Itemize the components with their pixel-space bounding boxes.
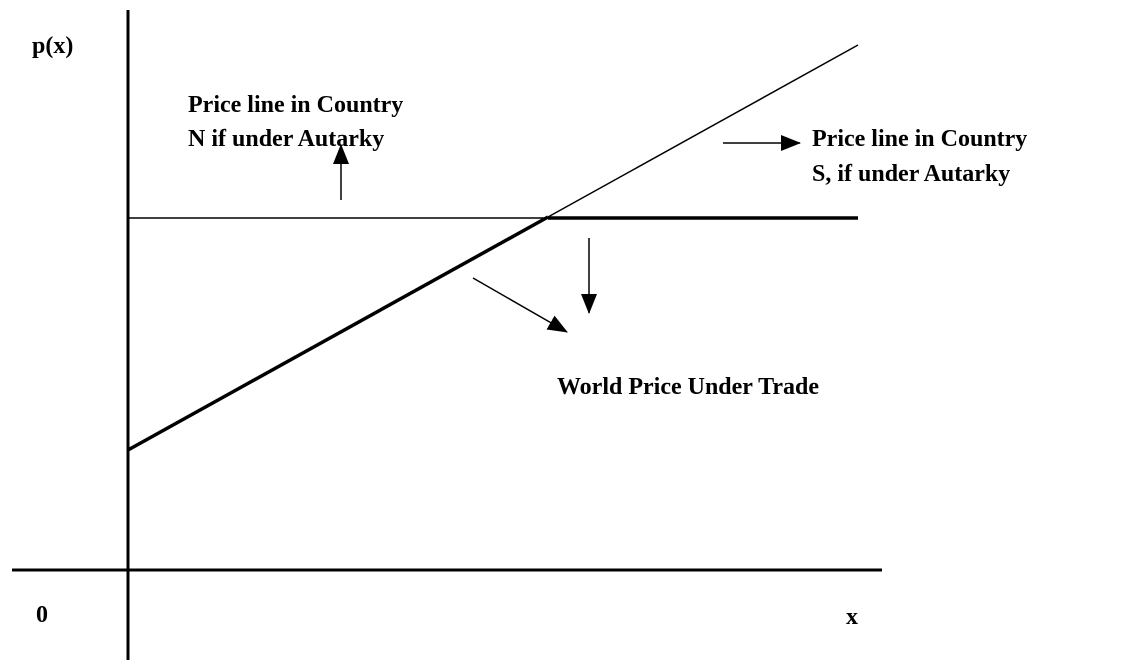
origin-label: 0 bbox=[36, 602, 48, 628]
south-price-line bbox=[547, 44, 859, 218]
arrow bbox=[472, 277, 568, 333]
y-axis-label: p(x) bbox=[32, 33, 73, 59]
annotation: S, if under Autarky bbox=[812, 161, 1010, 187]
annotation: Price line in Country bbox=[812, 126, 1027, 152]
annotation: N if under Autarky bbox=[188, 126, 384, 152]
world-price-line bbox=[127, 215, 549, 452]
x-axis-label: x bbox=[846, 604, 858, 630]
annotation: World Price Under Trade bbox=[557, 374, 819, 400]
annotation: Price line in Country bbox=[188, 92, 403, 118]
